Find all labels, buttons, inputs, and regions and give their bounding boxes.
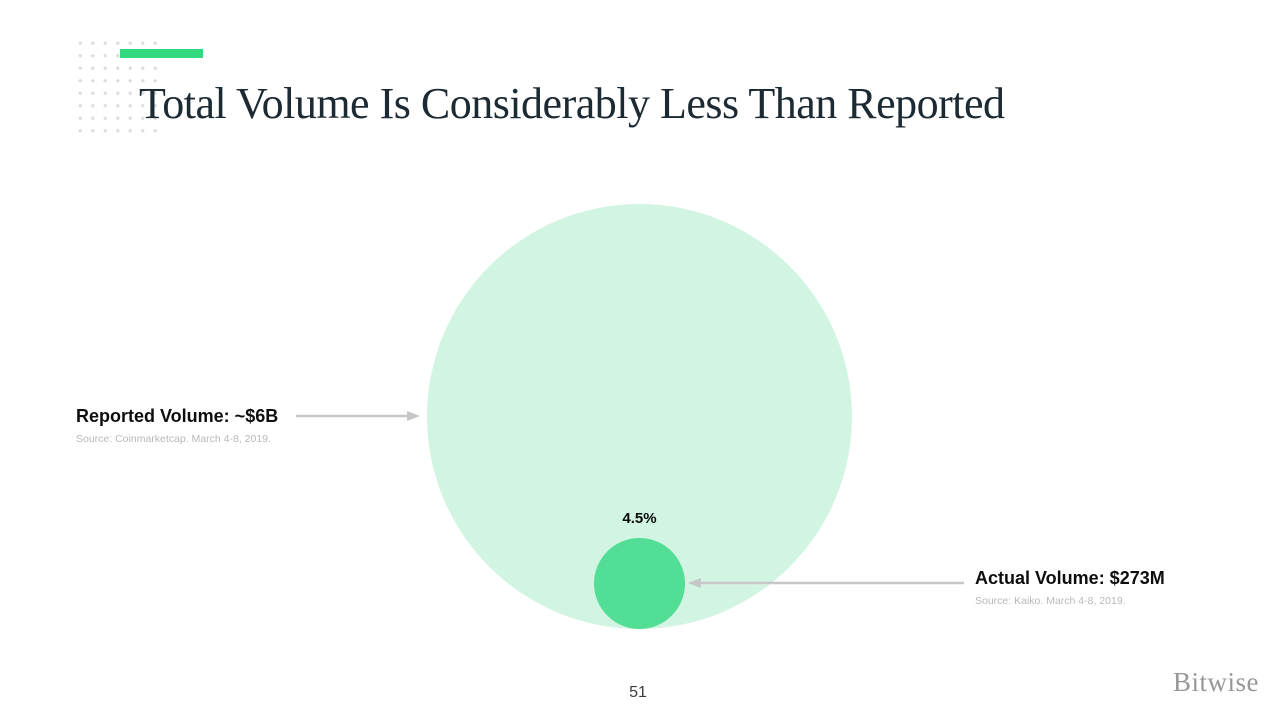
percent-annotation: 4.5% [622,510,657,527]
actual-arrow-left-icon [688,575,964,591]
page-number: 51 [629,684,647,701]
page-title: Total Volume Is Considerably Less Than R… [139,79,1005,128]
actual-volume-label: Actual Volume: $273M [975,568,1165,588]
reported-arrow-right-icon [296,408,420,424]
reported-volume-label: Reported Volume: ~$6B [76,406,279,426]
accent-bar [120,49,203,58]
actual-volume-circle [594,538,685,629]
reported-volume-source: Source: Coinmarketcap. March 4-8, 2019. [76,433,271,445]
actual-volume-source: Source: Kaiko. March 4-8, 2019. [975,595,1126,607]
bitwise-logo: Bitwise [1172,667,1259,697]
